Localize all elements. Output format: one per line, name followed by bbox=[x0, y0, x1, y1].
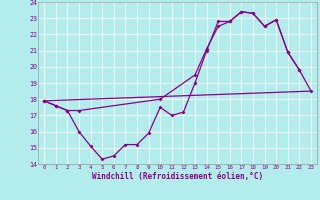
X-axis label: Windchill (Refroidissement éolien,°C): Windchill (Refroidissement éolien,°C) bbox=[92, 172, 263, 181]
